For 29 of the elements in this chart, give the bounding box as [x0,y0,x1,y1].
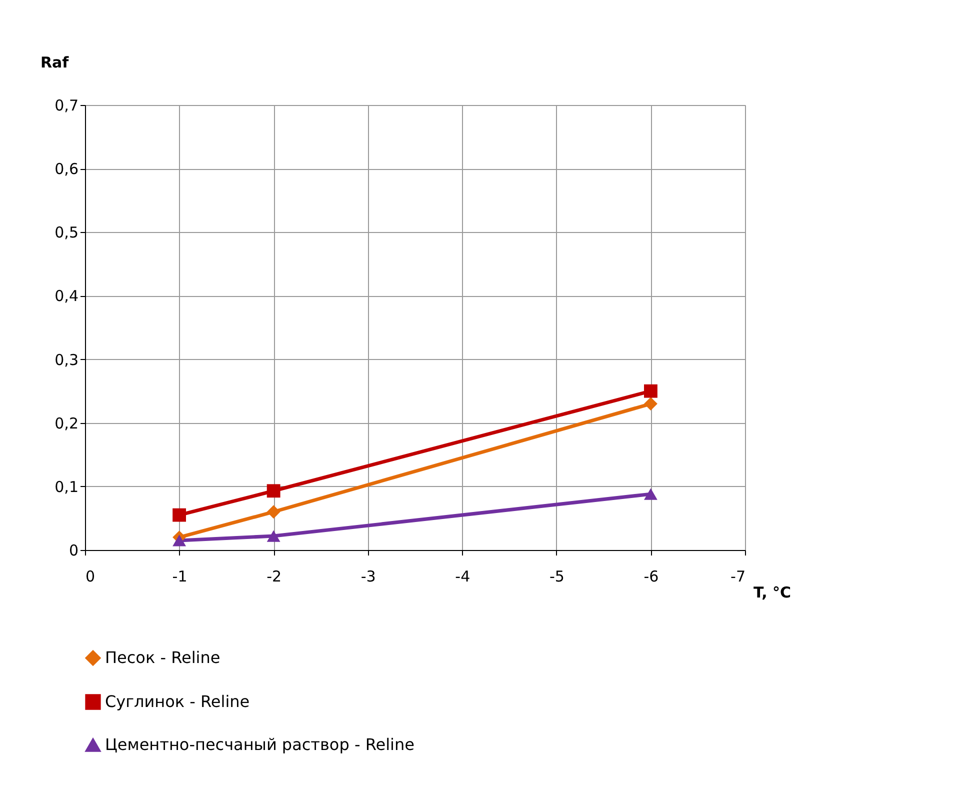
x-tick-label: 0 [86,568,96,586]
x-tick-label: -2 [266,568,282,586]
point [644,397,658,410]
y-tick-label: 0,7 [54,96,78,114]
point [266,530,280,542]
y-tick-label: 0,5 [54,224,78,242]
y-tick-label: 0,3 [54,350,78,369]
point [172,508,186,522]
y-tick-label: 0,6 [54,160,78,178]
x-tick-label: -3 [360,568,376,586]
y-tick-label: 0 [68,542,78,560]
y-axis-title: Raf [40,54,70,72]
y-tick-label: 0,1 [54,478,78,496]
x-tick-label: -5 [549,568,564,586]
point [266,484,280,498]
legend-label: Цементно-песчаный раствор - Reline [105,735,414,754]
legend-label: Песок - Reline [105,648,220,667]
y-tick-label: 0,2 [54,414,78,432]
legend-label: Суглинок - Reline [105,692,250,711]
x-tick-label: -1 [172,568,188,586]
x-tick-label: -6 [644,568,659,586]
x-tick-label: -7 [730,568,746,586]
point [644,488,658,500]
x-axis-title: T, °C [754,584,792,602]
point [644,384,658,398]
point [172,534,186,546]
point [266,505,280,519]
x-tick-label: -4 [455,568,470,586]
y-tick-label: 0,4 [54,287,78,306]
